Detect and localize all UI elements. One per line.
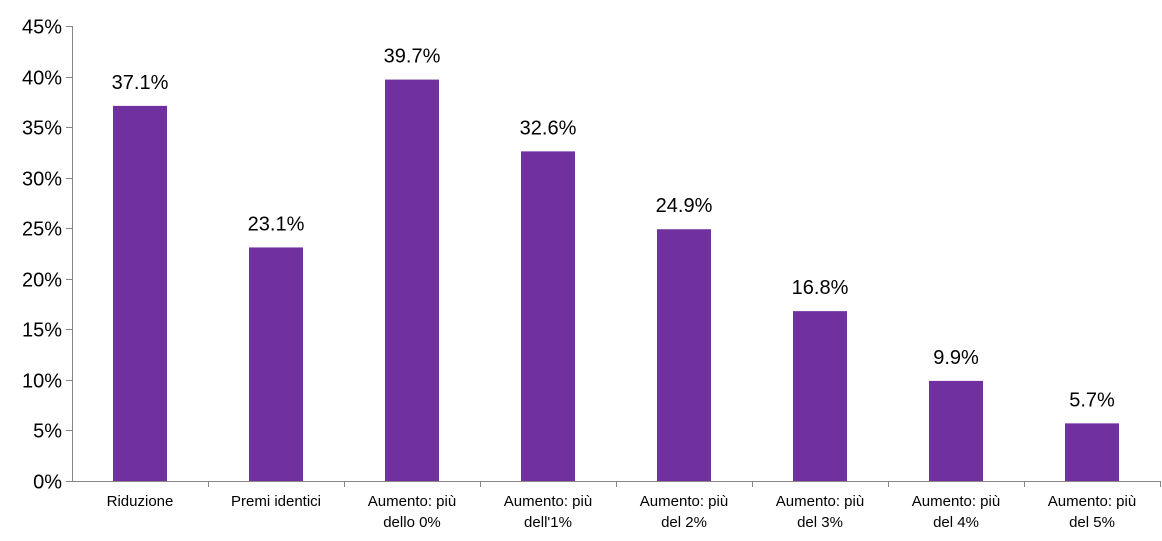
bar (929, 381, 983, 481)
x-tick-label: Aumento: più del 2% (640, 493, 728, 531)
data-label: 23.1% (248, 213, 305, 235)
x-tick-label-line: dell'1% (524, 514, 572, 531)
bar (657, 229, 711, 481)
data-label: 5.7% (1069, 389, 1115, 411)
bar (113, 106, 167, 481)
y-tick-label: 25% (22, 219, 62, 241)
x-tick-label-line: Premi identici (231, 493, 321, 510)
y-tick-label: 40% (22, 68, 62, 90)
y-axis-ticks: 0% 5% 10% 15% 20% 25% 30% 35% 40% 45% (22, 17, 72, 494)
y-tick-label: 10% (22, 371, 62, 393)
y-tick-label: 45% (22, 17, 62, 39)
x-tick-label: Aumento: più dello 0% (368, 493, 456, 531)
x-tick-label: Aumento: più del 3% (776, 493, 864, 531)
x-tick-label-line: del 3% (797, 514, 843, 531)
bars-group (113, 80, 1119, 481)
x-tick-label-line: Aumento: più (912, 493, 1000, 510)
x-tick-label-line: Aumento: più (504, 493, 592, 510)
bar (249, 247, 303, 481)
data-label: 9.9% (933, 347, 979, 369)
x-tick-label-line: del 5% (1069, 514, 1115, 531)
x-tick-label: Premi identici (231, 493, 321, 510)
bar (521, 151, 575, 481)
data-label: 24.9% (656, 195, 713, 217)
y-tick-label: 15% (22, 320, 62, 342)
x-axis-ticks: Riduzione Premi identici Aumento: più dello… (107, 481, 1161, 531)
y-tick-label: 0% (33, 472, 62, 494)
x-tick-label-line: Aumento: più (640, 493, 728, 510)
bar (793, 311, 847, 481)
x-tick-label-line: Aumento: più (1048, 493, 1136, 510)
data-label: 37.1% (112, 72, 169, 94)
data-label: 39.7% (384, 46, 441, 68)
y-tick-label: 20% (22, 270, 62, 292)
y-tick-label: 35% (22, 118, 62, 140)
x-tick-label-line: Riduzione (107, 493, 174, 510)
data-label: 32.6% (520, 117, 577, 139)
x-tick-label-line: Aumento: più (368, 493, 456, 510)
y-tick-label: 30% (22, 169, 62, 191)
bar (1065, 423, 1119, 481)
x-tick-label-line: dello 0% (383, 514, 441, 531)
bar (385, 80, 439, 481)
y-tick-label: 5% (33, 421, 62, 443)
data-label: 16.8% (792, 277, 849, 299)
x-tick-label: Aumento: più dell'1% (504, 493, 592, 531)
x-tick-label: Aumento: più del 5% (1048, 493, 1136, 531)
x-tick-label-line: del 2% (661, 514, 707, 531)
x-tick-label-line: Aumento: più (776, 493, 864, 510)
x-tick-label: Riduzione (107, 493, 174, 510)
x-tick-label: Aumento: più del 4% (912, 493, 1000, 531)
x-tick-label-line: del 4% (933, 514, 979, 531)
